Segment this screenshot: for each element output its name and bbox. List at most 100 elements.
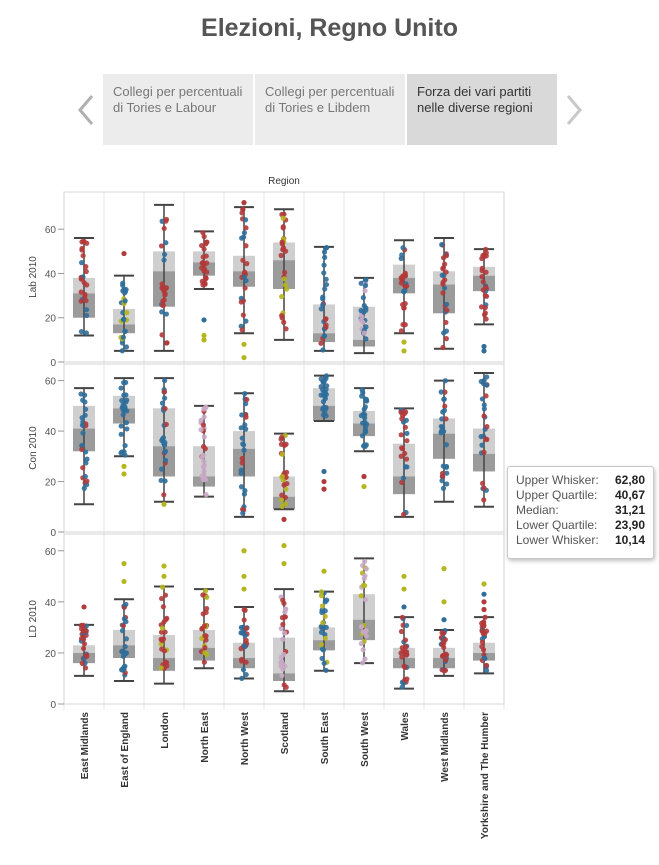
- constituency-dot: [321, 660, 327, 666]
- constituency-dot: [360, 295, 366, 301]
- constituency-dot: [362, 415, 368, 421]
- constituency-dot: [318, 593, 325, 599]
- constituency-dot: [362, 282, 369, 289]
- constituency-dot: [239, 460, 245, 466]
- constituency-dot: [241, 274, 247, 280]
- previous-arrow-icon[interactable]: [76, 92, 98, 128]
- outlier-dot: [481, 606, 487, 613]
- constituency-dot: [479, 265, 485, 271]
- constituency-dot: [243, 671, 249, 678]
- constituency-dot: [239, 235, 245, 241]
- outlier-dot: [281, 516, 287, 522]
- tab-tories-libdem[interactable]: Collegi per percentuali di Tories e Libd…: [255, 74, 405, 145]
- constituency-dot: [121, 380, 127, 386]
- constituency-dot: [479, 396, 486, 402]
- constituency-dot: [82, 399, 88, 405]
- constituency-dot: [442, 403, 448, 409]
- constituency-dot: [244, 261, 250, 267]
- constituency-dot: [399, 479, 405, 485]
- constituency-dot: [81, 485, 87, 491]
- constituency-dot: [123, 636, 129, 642]
- constituency-dot: [82, 406, 89, 412]
- constituency-dot: [321, 389, 327, 396]
- constituency-dot: [482, 614, 488, 620]
- constituency-dot: [483, 316, 489, 322]
- constituency-dot: [159, 285, 165, 292]
- constituency-dot: [80, 465, 86, 471]
- constituency-dot: [479, 480, 486, 486]
- outlier-dot: [241, 200, 247, 206]
- constituency-dot: [242, 217, 249, 223]
- constituency-dot: [202, 280, 208, 286]
- constituency-dot: [84, 312, 90, 319]
- constituency-dot: [203, 241, 209, 247]
- next-arrow-icon[interactable]: [562, 92, 584, 128]
- outlier-dot: [481, 591, 487, 597]
- constituency-dot: [79, 245, 85, 252]
- constituency-dot: [200, 230, 206, 236]
- constituency-dot: [201, 468, 207, 475]
- constituency-dot: [403, 644, 409, 650]
- constituency-dot: [279, 434, 285, 440]
- constituency-dot: [482, 656, 488, 662]
- constituency-dot: [481, 622, 487, 628]
- constituency-dot: [402, 648, 408, 654]
- constituency-dot: [198, 417, 204, 423]
- y-tick-label: 40: [45, 427, 57, 438]
- constituency-dot: [81, 641, 88, 647]
- constituency-dot: [201, 459, 207, 465]
- outlier-dot: [161, 563, 167, 569]
- constituency-dot: [399, 684, 405, 690]
- constituency-dot: [404, 622, 410, 629]
- constituency-dot: [320, 302, 326, 308]
- constituency-dot: [441, 407, 447, 414]
- constituency-dot: [80, 430, 86, 436]
- constituency-dot: [79, 260, 85, 266]
- constituency-dot: [324, 383, 330, 389]
- constituency-dot: [441, 396, 447, 402]
- constituency-dot: [282, 269, 288, 276]
- constituency-dot: [479, 273, 485, 280]
- constituency-dot: [359, 660, 366, 666]
- tab-label: Collegi per percentuali di Tories e Libd…: [265, 84, 395, 115]
- constituency-dot: [481, 449, 487, 455]
- constituency-dot: [243, 637, 249, 643]
- constituency-dot: [161, 492, 167, 498]
- constituency-dot: [481, 312, 488, 318]
- constituency-dot: [162, 629, 168, 635]
- constituency-dot: [358, 593, 364, 599]
- constituency-dot: [318, 340, 324, 346]
- constituency-dot: [239, 327, 245, 333]
- constituency-dot: [238, 467, 244, 473]
- outlier-dot: [161, 501, 167, 507]
- constituency-dot: [203, 492, 209, 498]
- constituency-dot: [440, 485, 447, 491]
- constituency-dot: [484, 382, 490, 388]
- y-tick-label: 0: [50, 700, 56, 711]
- constituency-dot: [278, 663, 284, 669]
- constituency-dot: [361, 330, 367, 336]
- constituency-dot: [242, 644, 248, 650]
- tab-tories-labour[interactable]: Collegi per percentuali di Tories e Labo…: [103, 74, 253, 145]
- constituency-dot: [201, 659, 207, 665]
- constituency-dot: [440, 290, 446, 296]
- constituency-dot: [278, 497, 285, 503]
- constituency-dot: [481, 413, 487, 419]
- constituency-dot: [202, 633, 208, 639]
- constituency-dot: [322, 635, 329, 641]
- constituency-dot: [323, 316, 329, 322]
- y-tick-label: 60: [45, 547, 57, 558]
- constituency-dot: [84, 478, 90, 484]
- constituency-dot: [200, 259, 206, 266]
- constituency-dot: [78, 298, 84, 304]
- constituency-dot: [282, 282, 288, 288]
- constituency-dot: [279, 239, 285, 245]
- tab-party-strength-regions[interactable]: Forza dei vari partiti nelle diverse reg…: [407, 74, 557, 145]
- constituency-dot: [363, 277, 369, 283]
- constituency-dot: [120, 310, 126, 316]
- constituency-dot: [484, 374, 490, 380]
- constituency-dot: [363, 628, 369, 634]
- constituency-dot: [120, 282, 126, 288]
- constituency-dot: [441, 668, 447, 674]
